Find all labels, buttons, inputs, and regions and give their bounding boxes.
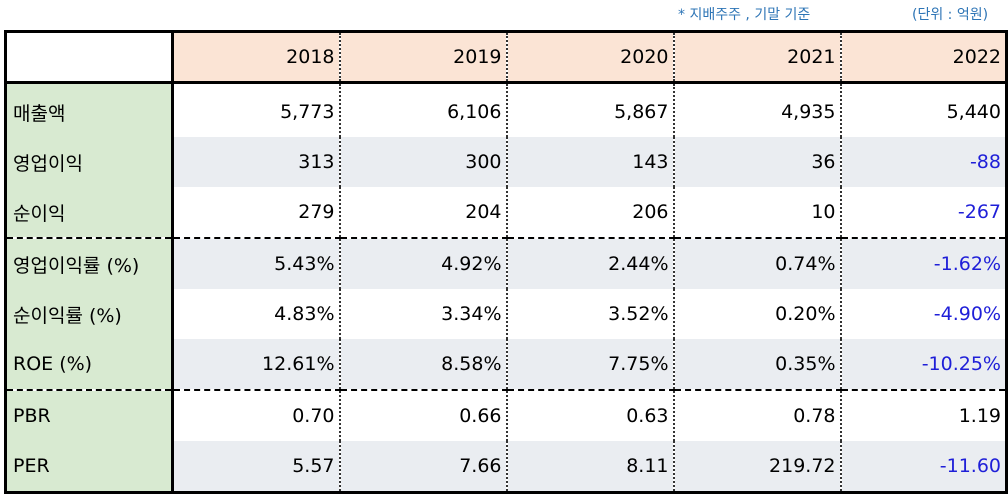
value-cell: 0.20% — [673, 289, 842, 339]
corner-cell — [4, 30, 174, 84]
header-row: 2018 2019 2020 2021 2022 — [4, 30, 1008, 84]
value-cell: -11.60 — [840, 441, 1008, 494]
value-cell: 4,935 — [673, 87, 842, 137]
value-cell: 219.72 — [673, 441, 842, 494]
value-cell: 143 — [506, 137, 675, 187]
basis-note: * 지배주주 , 기말 기준 — [678, 7, 811, 23]
value-cell: 1.19 — [840, 390, 1008, 441]
value-cell: 2.44% — [506, 238, 675, 289]
value-cell: 8.58% — [339, 339, 508, 391]
value-cell: 0.74% — [673, 238, 842, 289]
table-row: PBR 0.70 0.66 0.63 0.78 1.19 — [4, 390, 1008, 441]
value-cell: 4.83% — [172, 289, 341, 339]
value-cell: 279 — [172, 187, 341, 239]
value-cell: 12.61% — [172, 339, 341, 391]
row-label: 영업이익률 (%) — [4, 238, 174, 289]
row-label: PER — [4, 441, 174, 494]
value-cell: 5,867 — [506, 87, 675, 137]
value-cell: 36 — [673, 137, 842, 187]
value-cell: 313 — [172, 137, 341, 187]
table-row: 매출액 5,773 6,106 5,867 4,935 5,440 — [4, 87, 1008, 137]
row-label: 영업이익 — [4, 137, 174, 187]
value-cell: 0.78 — [673, 390, 842, 441]
column-header-2019: 2019 — [339, 30, 508, 84]
row-label: 순이익 — [4, 187, 174, 239]
value-cell: 8.11 — [506, 441, 675, 494]
value-cell: 0.63 — [506, 390, 675, 441]
value-cell: 3.52% — [506, 289, 675, 339]
row-label: PBR — [4, 390, 174, 441]
value-cell: -267 — [840, 187, 1008, 239]
row-label: 순이익률 (%) — [4, 289, 174, 339]
value-cell: -88 — [840, 137, 1008, 187]
value-cell: 0.66 — [339, 390, 508, 441]
row-label: ROE (%) — [4, 339, 174, 391]
table-row: ROE (%) 12.61% 8.58% 7.75% 0.35% -10.25% — [4, 339, 1008, 391]
table-row: 영업이익 313 300 143 36 -88 — [4, 137, 1008, 187]
value-cell: 0.70 — [172, 390, 341, 441]
column-header-2021: 2021 — [673, 30, 842, 84]
value-cell: 4.92% — [339, 238, 508, 289]
value-cell: -4.90% — [840, 289, 1008, 339]
column-header-2018: 2018 — [172, 30, 341, 84]
value-cell: 0.35% — [673, 339, 842, 391]
table-row: 순이익률 (%) 4.83% 3.34% 3.52% 0.20% -4.90% — [4, 289, 1008, 339]
table-row: 영업이익률 (%) 5.43% 4.92% 2.44% 0.74% -1.62% — [4, 238, 1008, 289]
value-cell: 204 — [339, 187, 508, 239]
value-cell: 5.43% — [172, 238, 341, 289]
value-cell: 5,440 — [840, 87, 1008, 137]
column-header-2020: 2020 — [506, 30, 675, 84]
table-row: PER 5.57 7.66 8.11 219.72 -11.60 — [4, 441, 1008, 494]
value-cell: 7.66 — [339, 441, 508, 494]
row-label: 매출액 — [4, 87, 174, 137]
value-cell: 7.75% — [506, 339, 675, 391]
value-cell: 6,106 — [339, 87, 508, 137]
financial-table: 2018 2019 2020 2021 2022 매출액 5,773 6,106… — [4, 30, 1008, 494]
table-row: 순이익 279 204 206 10 -267 — [4, 187, 1008, 239]
value-cell: 5.57 — [172, 441, 341, 494]
value-cell: 5,773 — [172, 87, 341, 137]
value-cell: 10 — [673, 187, 842, 239]
value-cell: -1.62% — [840, 238, 1008, 289]
value-cell: 3.34% — [339, 289, 508, 339]
value-cell: -10.25% — [840, 339, 1008, 391]
column-header-2022: 2022 — [840, 30, 1008, 84]
unit-note: (단위 : 억원) — [912, 7, 989, 23]
value-cell: 206 — [506, 187, 675, 239]
value-cell: 300 — [339, 137, 508, 187]
spacer-row — [4, 82, 1008, 87]
